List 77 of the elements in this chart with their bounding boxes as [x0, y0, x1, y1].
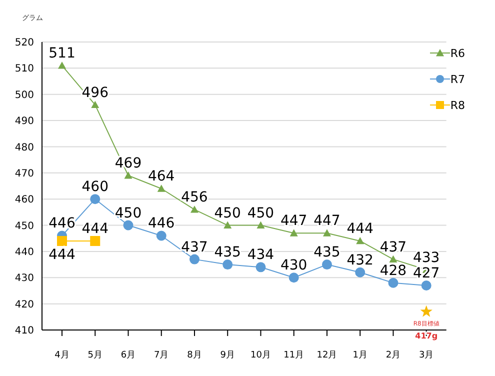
point — [190, 206, 198, 213]
y-tick-label: 480 — [14, 142, 34, 154]
data-label: 433 — [412, 250, 440, 266]
x-tick-label: 7月 — [154, 350, 169, 360]
point — [90, 194, 100, 204]
data-label: 444 — [48, 246, 76, 263]
point — [420, 305, 432, 317]
y-tick-label: 410 — [14, 326, 34, 337]
point — [355, 267, 366, 278]
point — [58, 62, 66, 69]
data-label: 447 — [280, 213, 308, 230]
point — [57, 236, 67, 246]
point — [389, 255, 398, 263]
data-label: 450 — [114, 205, 142, 222]
data-label: 446 — [48, 216, 76, 232]
data-label: 427 — [412, 265, 440, 282]
data-label: 428 — [380, 262, 407, 279]
data-label: 464 — [148, 168, 175, 185]
data-label: 450 — [247, 205, 274, 222]
y-tick-label: 500 — [14, 90, 34, 101]
data-label: 417g — [415, 332, 438, 341]
y-tick-label: 470 — [14, 168, 34, 180]
data-label: 435 — [314, 244, 340, 261]
y-tick-label: 490 — [14, 116, 34, 128]
x-tick-label: 4月 — [54, 350, 70, 360]
legend-label: R7 — [450, 72, 465, 86]
point — [124, 172, 132, 179]
y-tick-label: 440 — [14, 247, 34, 258]
legend-label: R8 — [450, 98, 465, 112]
x-tick-label: 1月 — [352, 350, 368, 360]
data-label: 434 — [247, 247, 274, 264]
x-tick-label: 5月 — [88, 350, 102, 360]
data-label: 446 — [148, 216, 175, 232]
legend-label: R6 — [450, 46, 465, 60]
point — [91, 100, 100, 108]
y-tick-label: 430 — [14, 273, 34, 284]
x-tick-label: 2月 — [386, 350, 401, 360]
point — [256, 262, 266, 272]
point — [322, 260, 332, 270]
data-label: 437 — [181, 239, 208, 256]
x-tick-label: 3月 — [418, 350, 434, 360]
x-tick-label: 8月 — [187, 350, 202, 360]
data-label: 437 — [380, 239, 407, 256]
data-label: 456 — [181, 190, 208, 206]
x-tick-label: 11月 — [284, 350, 304, 360]
data-label: 460 — [82, 179, 108, 196]
data-label: 511 — [48, 46, 76, 62]
x-tick-label: 10月 — [250, 350, 271, 360]
point — [156, 230, 166, 241]
data-label: 447 — [314, 213, 340, 230]
data-label: 432 — [346, 252, 374, 268]
point — [222, 260, 233, 270]
point — [388, 278, 398, 288]
point — [224, 221, 232, 228]
x-tick-label: 9月 — [220, 350, 235, 360]
point — [288, 272, 299, 283]
point — [123, 220, 134, 230]
y-tick-label: 460 — [14, 194, 34, 206]
point — [157, 184, 166, 192]
data-label: 430 — [280, 258, 308, 274]
point — [322, 229, 331, 236]
x-tick-label: 12月 — [316, 350, 338, 360]
point — [189, 254, 200, 264]
point — [90, 236, 100, 246]
data-label: 444 — [346, 220, 374, 237]
point — [256, 221, 265, 228]
y-tick-label: 510 — [14, 64, 34, 75]
y-tick-label: 450 — [14, 220, 34, 232]
data-label: 435 — [214, 244, 241, 261]
point — [421, 280, 432, 290]
point — [356, 236, 364, 244]
y-tick-label: 520 — [14, 38, 34, 49]
x-tick-label: 6月 — [120, 350, 136, 360]
y-tick-label: 420 — [14, 299, 34, 310]
data-label: 444 — [82, 220, 109, 237]
point — [290, 229, 298, 236]
data-label: 450 — [214, 205, 241, 222]
